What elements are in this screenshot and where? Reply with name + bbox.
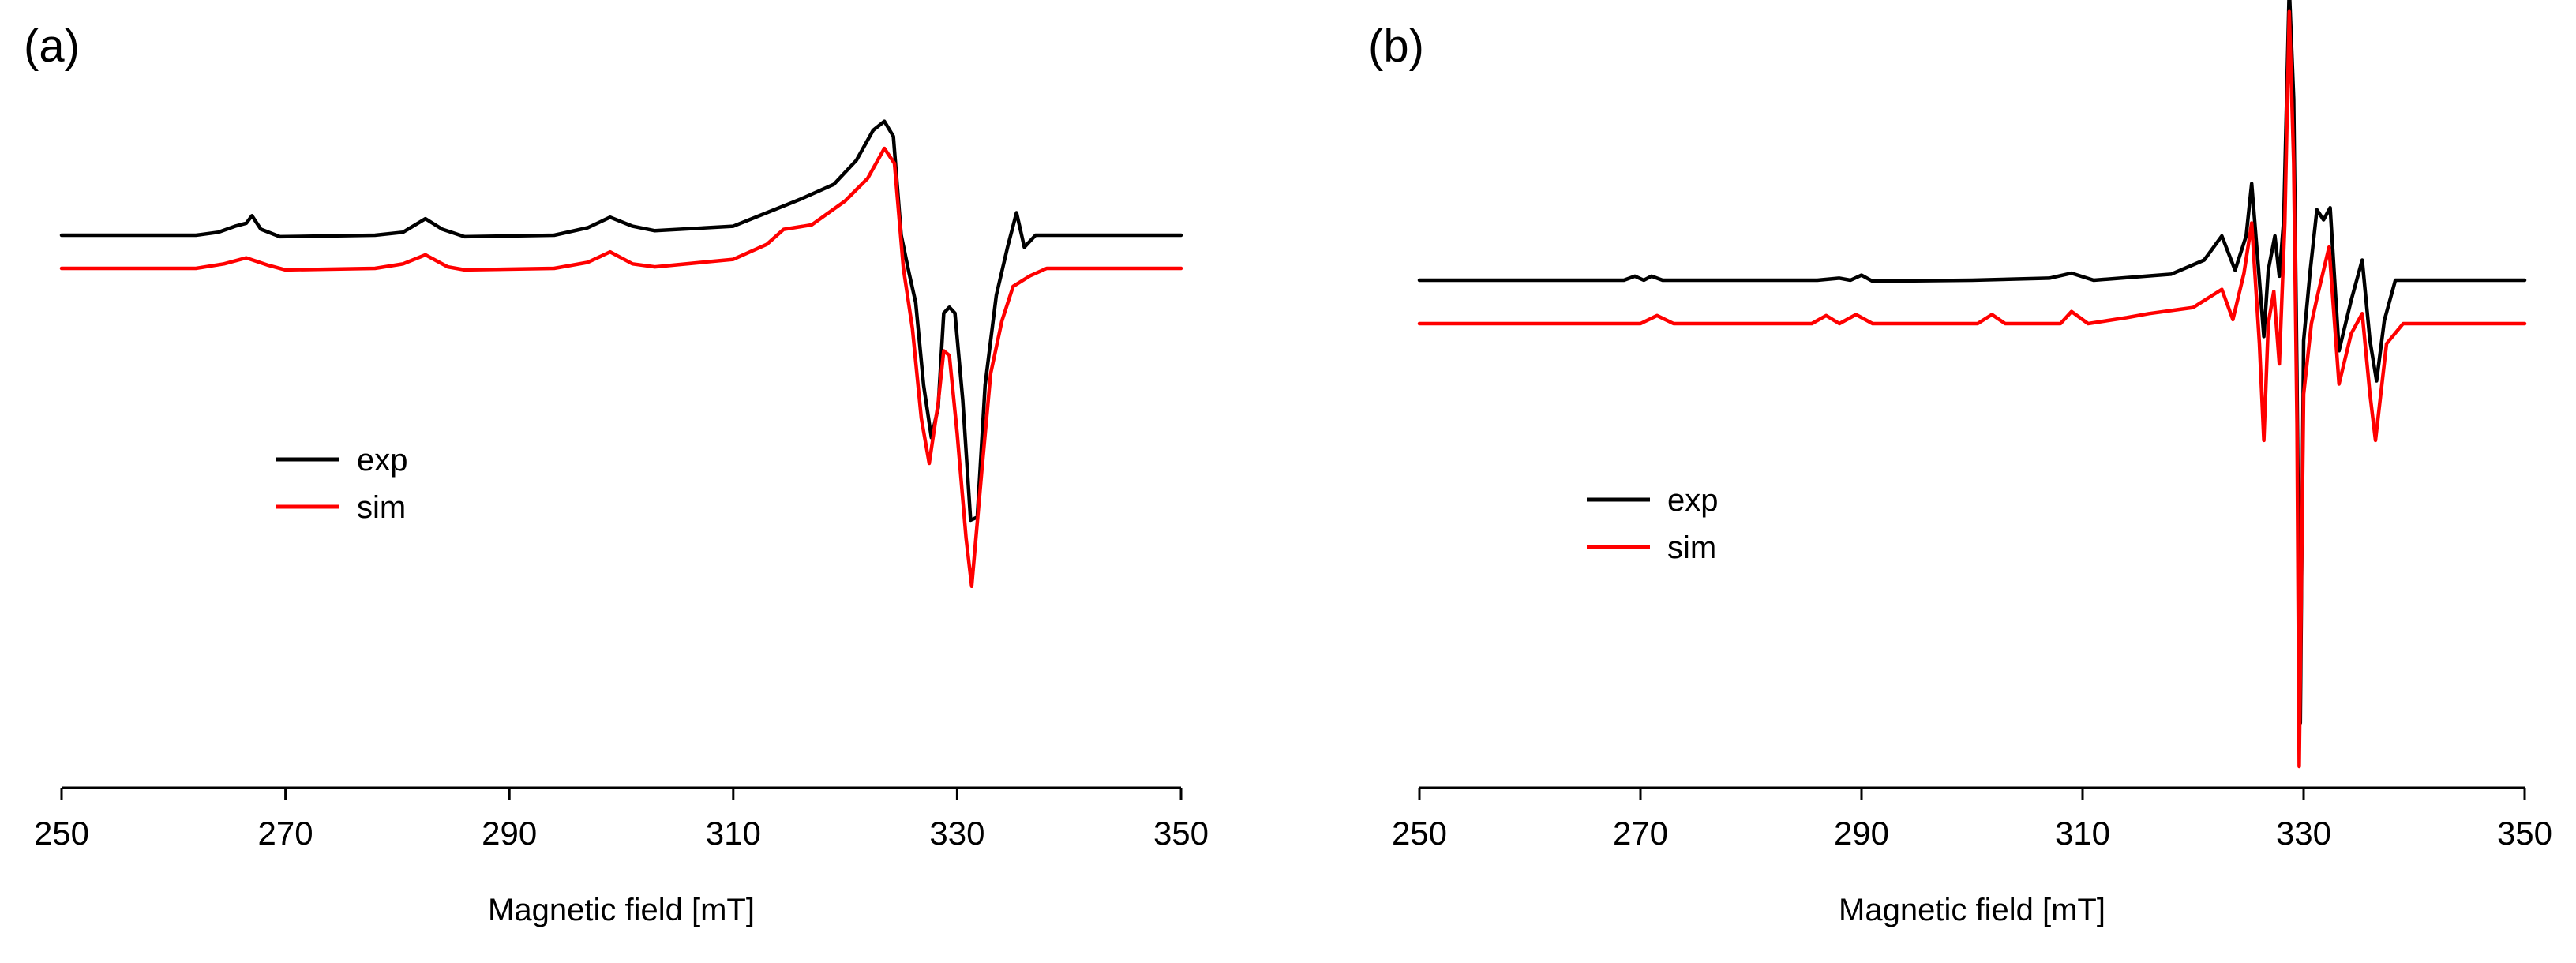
series-line-sim bbox=[1417, 9, 2527, 769]
x-tick-label: 330 bbox=[929, 815, 984, 852]
panel-a: (a) 250 270 290 310 330 350 Magnetic field [mT]… bbox=[24, 21, 1209, 927]
legend-label-sim: sim bbox=[357, 490, 406, 525]
legend-label-exp: exp bbox=[357, 443, 408, 478]
x-tick-label: 270 bbox=[1613, 815, 1668, 852]
panel-label: (a) bbox=[24, 21, 80, 72]
legend-label-sim: sim bbox=[1667, 530, 1716, 565]
legend: exp sim bbox=[1587, 483, 1719, 565]
x-tick-label: 270 bbox=[258, 815, 313, 852]
x-tick-label: 350 bbox=[2497, 815, 2552, 852]
series-line-exp bbox=[1417, 0, 2527, 725]
legend-label-exp: exp bbox=[1667, 483, 1719, 518]
x-tick-label: 310 bbox=[706, 815, 761, 852]
x-tick-label: 310 bbox=[2055, 815, 2110, 852]
x-tick-label: 350 bbox=[1153, 815, 1209, 852]
series-line-sim bbox=[59, 146, 1183, 589]
x-tick-label: 290 bbox=[1834, 815, 1889, 852]
x-tick-label: 290 bbox=[482, 815, 537, 852]
series-line-exp bbox=[59, 119, 1183, 523]
panel-label: (b) bbox=[1368, 21, 1424, 72]
x-tick-label: 250 bbox=[1392, 815, 1447, 852]
legend: exp sim bbox=[276, 443, 408, 525]
x-tick-label: 250 bbox=[34, 815, 89, 852]
x-tick-label: 330 bbox=[2276, 815, 2331, 852]
panel-b: (b) 250 270 290 310 330 350 Magnetic field [mT]… bbox=[1368, 0, 2552, 927]
x-axis-title: Magnetic field [mT] bbox=[488, 893, 755, 927]
x-axis-title: Magnetic field [mT] bbox=[1839, 893, 2105, 927]
